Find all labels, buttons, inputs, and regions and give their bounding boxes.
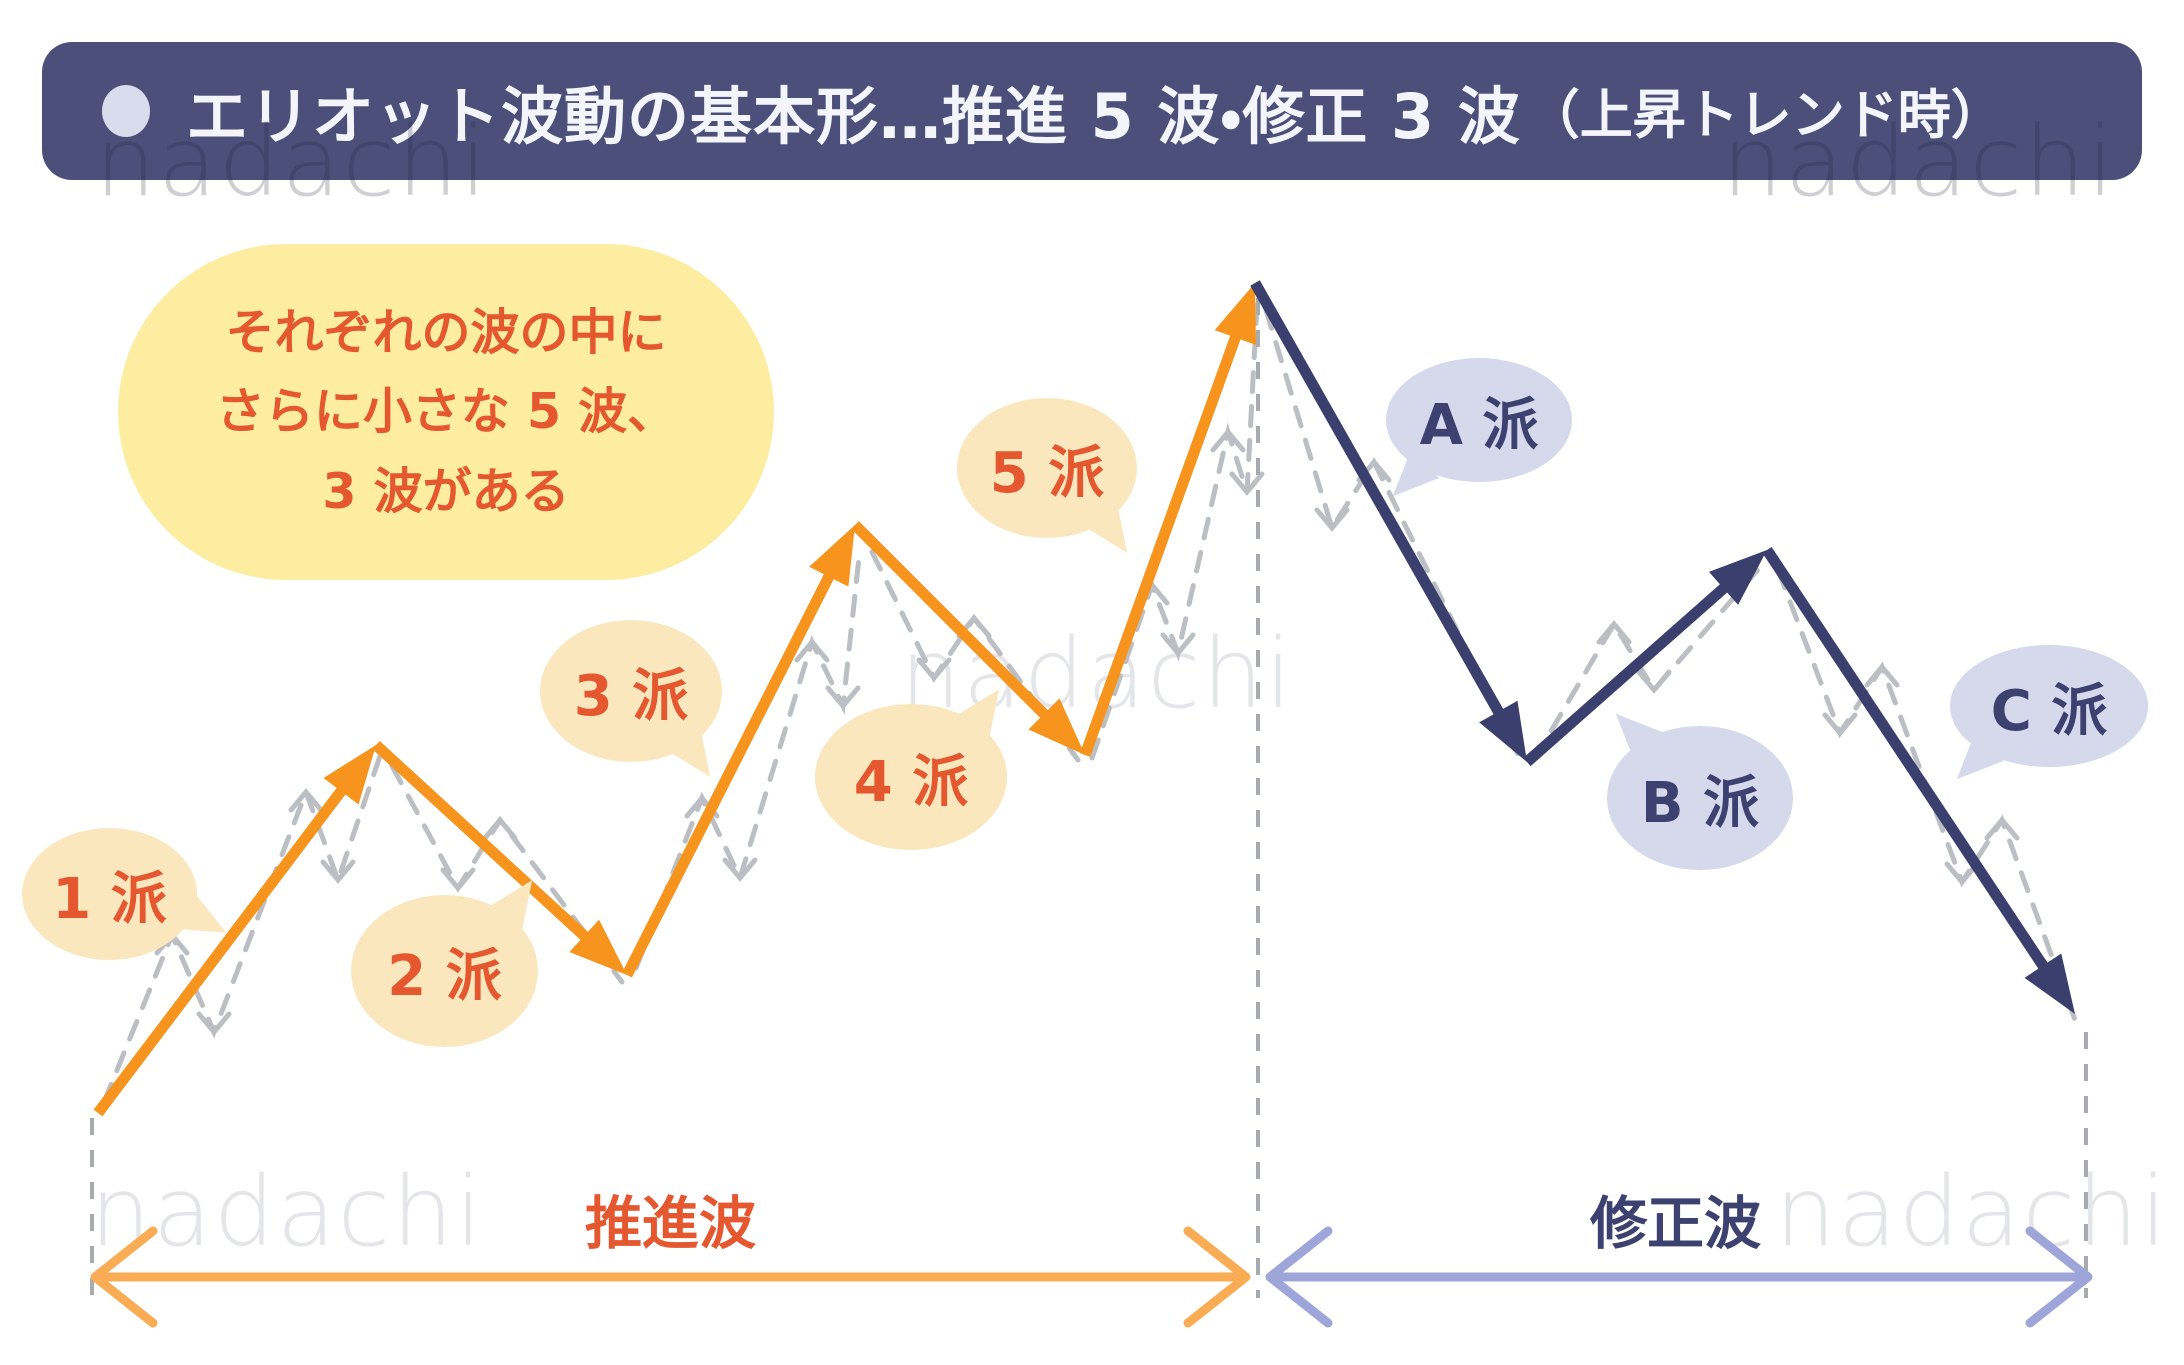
impulse-arrowhead-icon [1028, 698, 1085, 755]
wave-label-5: 5 派 [957, 398, 1137, 538]
page-title-suffix: （上昇トレンド時） [1526, 85, 2004, 146]
impulse-range-label: 推進波 [585, 1191, 756, 1257]
subwave-trough-chevron-icon [916, 657, 952, 682]
subwave-dashed-path [1775, 567, 2081, 1031]
subwave-dashed-path [389, 763, 625, 985]
wave-label-C: C 派 [1950, 645, 2148, 767]
wave-label-3: 3 派 [540, 620, 722, 762]
range-arrow-chevron-icon [2025, 1226, 2093, 1328]
impulse-arrowhead-icon [809, 525, 855, 587]
correction-arrowhead-icon [1479, 700, 1527, 762]
subwave-dashed-path [869, 549, 1081, 763]
bullet-circle-icon [102, 85, 150, 137]
subwave-peak-chevron-icon [1596, 620, 1632, 645]
subwave-peak-chevron-icon [1984, 816, 2020, 841]
subwave-dashed-path [1263, 307, 1523, 761]
impulse-wave-segment [851, 521, 1058, 728]
subwave-trough-chevron-icon [825, 685, 861, 710]
range-arrow-chevron-icon [1265, 1226, 1333, 1328]
impulse-arrowhead-icon [1214, 283, 1257, 346]
subwave-trough-chevron-icon [1822, 712, 1858, 737]
range-arrow-chevron-icon [1183, 1226, 1251, 1328]
subwave-dashed-path [1531, 562, 1765, 763]
impulse-wave-segment [1079, 322, 1246, 757]
subwave-peak-chevron-icon [482, 816, 518, 841]
subwave-trough-chevron-icon [320, 859, 356, 884]
impulse-arrowhead-icon [569, 919, 627, 975]
subwave-peak-chevron-icon [794, 638, 830, 663]
wave-label-1: 1 派 [22, 828, 197, 960]
subwave-trough-chevron-icon [1160, 632, 1196, 657]
impulse-wave-segment [372, 740, 599, 950]
note-bubble: それぞれの波の中に さらに小さな 5 波、 3 波がある [118, 244, 774, 580]
wave-label-4: 4 派 [815, 704, 1007, 850]
subwave-trough-chevron-icon [1229, 471, 1265, 496]
note-line-3: 3 波がある [322, 462, 570, 520]
note-line-2: さらに小さな 5 波、 [215, 383, 677, 441]
subwave-trough-chevron-icon [1314, 507, 1350, 532]
range-arrow-chevron-icon [90, 1226, 158, 1328]
subwave-dashed-path [101, 753, 383, 1105]
correction-arrowhead-icon [1708, 550, 1767, 605]
impulse-wave-segment [622, 561, 841, 978]
subwave-dashed-path [633, 545, 863, 971]
subwave-peak-chevron-icon [288, 788, 324, 813]
wave-label-A: A 派 [1386, 358, 1572, 482]
subwave-trough-chevron-icon [722, 857, 758, 882]
subwave-trough-chevron-icon [440, 867, 476, 892]
subwave-trough-chevron-icon [196, 1011, 232, 1036]
header-bar: エリオット波動の基本形…推進 5 波・修正 3 波 （上昇トレンド時） [42, 42, 2142, 180]
subwave-trough-chevron-icon [1636, 669, 1672, 694]
page-title: エリオット波動の基本形…推進 5 波・修正 3 波 [186, 80, 1521, 153]
correction-range-label: 修正波 [1590, 1191, 1761, 1257]
subwave-dashed-path [1089, 302, 1260, 761]
subwave-peak-chevron-icon [1210, 428, 1246, 453]
correction-wave-segment [1523, 575, 1738, 767]
correction-wave-segment [1250, 280, 1511, 727]
note-line-1: それぞれの波の中に [225, 303, 667, 361]
correction-wave-segment [1762, 546, 2056, 981]
wave-label-B: B 派 [1607, 726, 1793, 870]
impulse-arrowhead-icon [323, 745, 376, 805]
subwave-trough-chevron-icon [1944, 861, 1980, 886]
impulse-wave-segment [93, 776, 354, 1117]
correction-arrowhead-icon [2024, 953, 2075, 1014]
subwave-peak-chevron-icon [1864, 663, 1900, 688]
wave-label-2: 2 派 [351, 895, 538, 1047]
